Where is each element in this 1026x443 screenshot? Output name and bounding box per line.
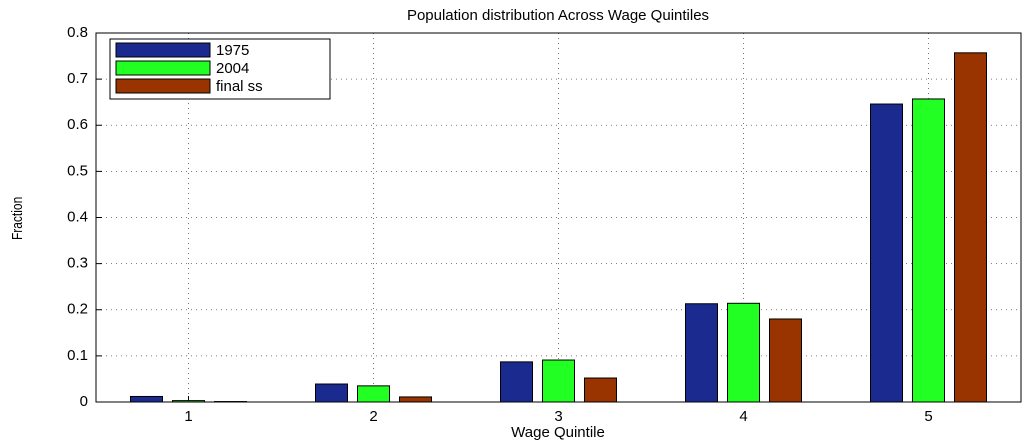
y-tick-label: 0: [80, 393, 88, 410]
bar: [500, 361, 533, 403]
bar: [315, 383, 348, 403]
bar: [912, 98, 945, 403]
y-tick-label: 0.8: [67, 24, 88, 41]
bar: [542, 359, 575, 403]
plot-frame: [95, 32, 1022, 403]
y-tick-label: 0.6: [67, 116, 88, 133]
bar: [769, 318, 802, 403]
x-tick-label: 3: [554, 408, 562, 425]
legend-swatch: [115, 42, 211, 58]
x-tick-label: 5: [924, 408, 932, 425]
y-tick-label: 0.3: [67, 255, 88, 272]
y-tick-label: 0.7: [67, 70, 88, 87]
y-tick-label: 0.5: [67, 162, 88, 179]
bar: [584, 377, 617, 403]
legend-label: 1975: [216, 42, 249, 59]
bar: [130, 395, 163, 403]
legend-swatch: [115, 78, 211, 94]
legend-label: final ss: [216, 78, 263, 95]
x-tick-label: 2: [369, 408, 377, 425]
y-tick-label: 0.4: [67, 208, 88, 225]
y-tick-label: 0.2: [67, 301, 88, 318]
chart-title: Population distribution Across Wage Quin…: [407, 7, 709, 24]
y-axis-label: Fraction: [9, 197, 26, 240]
x-tick-label: 4: [739, 408, 747, 425]
bar: [954, 52, 987, 403]
legend-swatch: [115, 60, 211, 76]
legend-label: 2004: [216, 60, 249, 77]
bar: [399, 396, 432, 403]
x-tick-label: 1: [184, 408, 192, 425]
bar: [870, 103, 903, 403]
bar: [727, 302, 760, 403]
x-axis-label: Wage Quintile: [511, 424, 605, 441]
bar: [357, 385, 390, 403]
y-tick-label: 0.1: [67, 347, 88, 364]
bar: [685, 303, 718, 403]
